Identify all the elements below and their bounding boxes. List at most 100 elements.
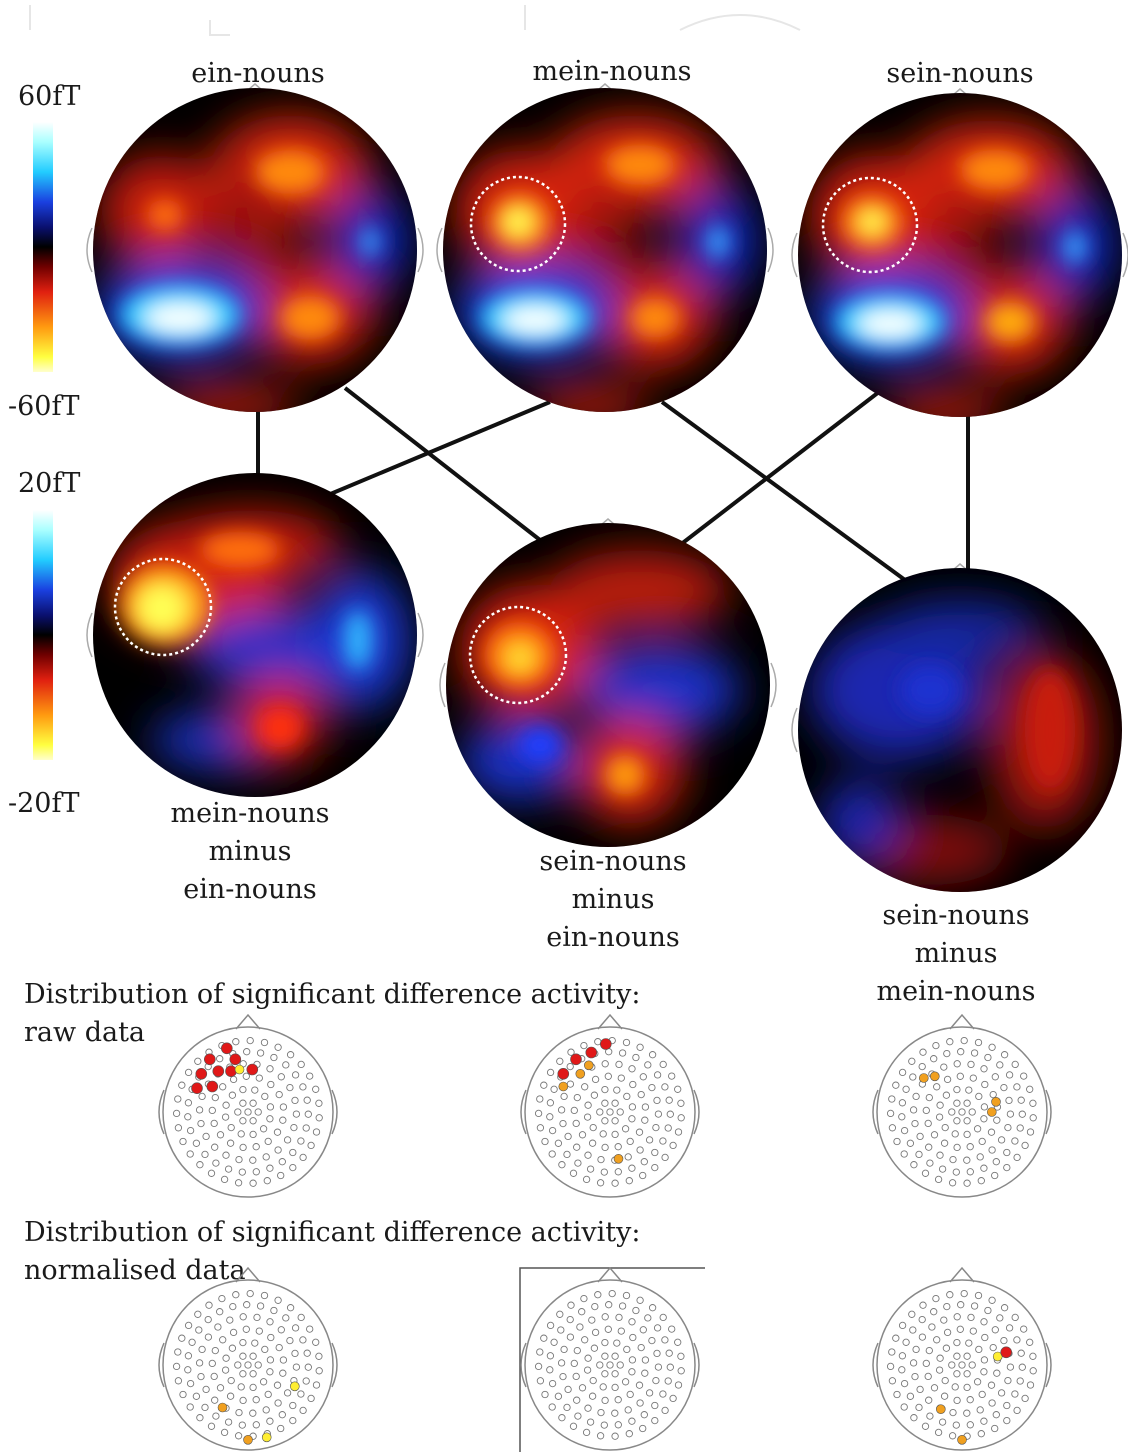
sensor-dot	[541, 1390, 549, 1399]
sensor-dot	[938, 1418, 947, 1426]
sensor-dot	[282, 1314, 290, 1322]
sensor-dot	[956, 1072, 964, 1080]
significant-sensor-dot	[234, 1064, 245, 1075]
sensor-dot	[976, 1406, 984, 1414]
sensor-dot	[222, 1101, 230, 1109]
sensor-dot	[570, 1106, 578, 1115]
sensor-dot	[255, 1327, 263, 1335]
sensor-dot	[226, 1139, 235, 1147]
sensor-dot	[299, 1153, 307, 1162]
sensor-dot	[239, 1370, 247, 1378]
sensor-dot	[601, 1338, 609, 1347]
sensor-dot	[659, 1137, 667, 1145]
sensor-head-norm-mein-minus-ein	[158, 1266, 338, 1451]
sensor-dot	[984, 1053, 992, 1062]
sensor-dot	[987, 1381, 996, 1389]
sensor-dot	[1016, 1377, 1024, 1385]
sensor-dot	[195, 1106, 204, 1114]
sensor-dot	[900, 1126, 909, 1135]
sensor-dot	[259, 1125, 268, 1133]
sensor-dot	[949, 1155, 957, 1164]
sensor-dot	[578, 1308, 586, 1316]
sensor-dot	[174, 1095, 182, 1103]
sensor-dot	[910, 1414, 918, 1422]
sensor-dot	[636, 1296, 644, 1304]
sensor-dot	[622, 1038, 631, 1047]
sensor-dot	[623, 1345, 631, 1354]
sensor-dot	[214, 1323, 222, 1331]
sensor-dot	[984, 1306, 992, 1315]
sensor-dot	[277, 1073, 285, 1081]
sensor-dot	[668, 1072, 676, 1080]
sensor-dot	[536, 1377, 545, 1385]
sensor-dot	[1011, 1390, 1019, 1398]
sensor-dot	[184, 1068, 193, 1077]
sensor-dot	[1005, 1096, 1013, 1105]
sensor-dot	[963, 1352, 971, 1360]
sensor-dot	[179, 1390, 187, 1399]
sensor-dot	[922, 1359, 930, 1368]
significant-sensor-dot	[957, 1435, 967, 1445]
sensor-dot	[908, 1057, 916, 1065]
sensor-dot	[601, 1117, 609, 1125]
sensor-dot	[589, 1376, 597, 1385]
significant-sensor-dot	[204, 1053, 216, 1066]
sensor-dot	[273, 1381, 282, 1389]
sensor-dot	[312, 1381, 321, 1389]
sensor-dot	[919, 1048, 927, 1056]
sensor-dot	[943, 1302, 951, 1311]
sensor-dot	[216, 1384, 225, 1392]
sensor-dot	[963, 1409, 971, 1417]
sensor-dot	[900, 1403, 908, 1411]
sensor-dot	[953, 1313, 961, 1321]
significant-sensor-dot	[935, 1404, 946, 1414]
sensor-dot	[581, 1083, 589, 1091]
sensor-dot	[226, 1392, 235, 1400]
sensor-dot	[279, 1103, 288, 1111]
topomap-mein-nouns	[436, 83, 774, 412]
sensor-dot	[953, 1117, 961, 1125]
sensor-dot	[1021, 1141, 1029, 1150]
sensor-dot	[312, 1128, 321, 1136]
sensor-dot	[249, 1179, 257, 1187]
sensor-dot	[668, 1325, 676, 1333]
sensor-dot	[963, 1179, 971, 1187]
sensor-dot	[249, 1130, 257, 1139]
sensor-dot	[980, 1164, 988, 1172]
sensor-dot	[938, 1165, 947, 1173]
sensor-dot	[588, 1139, 597, 1147]
sensor-dot	[653, 1071, 662, 1079]
sensor-dot	[1017, 1096, 1025, 1104]
sensor-dot	[249, 1383, 257, 1392]
sensor-dot	[888, 1377, 897, 1385]
sensor-dot	[674, 1128, 683, 1136]
sensor-dot	[238, 1421, 246, 1429]
sensor-dot	[654, 1110, 663, 1118]
sensor-dot	[179, 1137, 187, 1146]
section-norm-subheading: normalised data	[24, 1255, 246, 1286]
sensor-dot	[624, 1406, 632, 1414]
sensor-dot	[992, 1158, 1000, 1166]
sensor-dot	[582, 1428, 591, 1437]
sensor-dot	[1029, 1114, 1037, 1122]
sensor-dot	[211, 1396, 219, 1404]
sensor-dot	[640, 1411, 648, 1419]
sensor-dot	[618, 1302, 627, 1310]
sensor-dot	[253, 1313, 261, 1322]
sensor-dot	[186, 1403, 194, 1411]
sensor-dot	[210, 1372, 218, 1381]
sensor-dot	[249, 1370, 257, 1378]
section-raw-subheading: raw data	[24, 1017, 145, 1048]
sensor-dot	[951, 1130, 959, 1138]
sensor-dot	[628, 1115, 636, 1123]
sensor-dot	[1011, 1137, 1019, 1145]
sensor-dot	[550, 1085, 558, 1093]
colorbar-raw: 60fT -60fT	[8, 81, 80, 422]
sensor-dot	[249, 1156, 257, 1164]
sensor-dot	[960, 1036, 968, 1045]
sensor-dot	[968, 1108, 976, 1116]
sensor-dot	[303, 1349, 311, 1357]
sensor-dot	[963, 1383, 971, 1392]
sensor-dot	[908, 1310, 916, 1318]
sensor-dot	[266, 1115, 274, 1123]
